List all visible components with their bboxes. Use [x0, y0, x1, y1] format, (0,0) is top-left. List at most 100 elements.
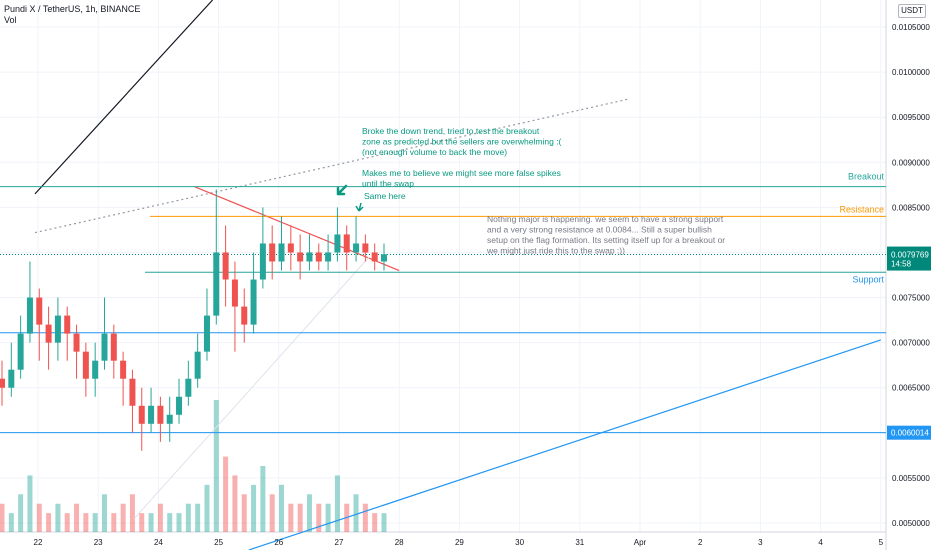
candle-body	[110, 333, 117, 361]
candle-body	[343, 234, 350, 253]
candle-body	[250, 279, 257, 325]
volume-bar	[0, 503, 5, 532]
volume-bar	[381, 513, 387, 532]
annotation-arrow-2	[355, 202, 364, 212]
annotation-arrow-1	[336, 184, 348, 196]
volume-bar	[101, 494, 107, 532]
volume-bar	[362, 503, 368, 532]
annotation-line: Same here	[364, 191, 406, 201]
time-tick-label: 3	[758, 538, 763, 547]
blue-long-trend	[248, 339, 881, 551]
volume-bar	[148, 513, 154, 532]
time-tick-label: 25	[214, 538, 223, 547]
candle-body	[36, 297, 43, 325]
annotation-line: Broke the down trend, tried to test the …	[362, 126, 540, 136]
volume-bar	[232, 475, 238, 532]
volume-bar	[83, 513, 89, 532]
candle-body	[82, 351, 89, 379]
candle-body	[92, 360, 99, 379]
candle-body	[129, 378, 136, 406]
bar-countdown-label: 14:58	[891, 260, 912, 269]
marked-price-badge	[887, 425, 931, 440]
annotation-line: we might just ride this to the swap :))	[486, 246, 625, 256]
candle-body	[185, 378, 192, 397]
annotation-line: zone as predicted but the sellers are ov…	[362, 137, 562, 147]
black-trend	[34, 0, 214, 195]
candle-body	[203, 315, 210, 352]
current-price-badge	[887, 246, 931, 271]
candle-body	[269, 243, 276, 262]
volume-bar	[120, 503, 126, 532]
chart-header: Pundi X / TetherUS, 1h, BINANCE Vol	[4, 4, 140, 26]
candle-body	[120, 360, 127, 379]
candle-body	[381, 254, 387, 262]
symbol-title: Pundi X / TetherUS, 1h, BINANCE	[4, 4, 141, 14]
volume-bar	[353, 494, 359, 532]
price-tick-label: 0.0105000	[892, 23, 930, 32]
volume-bar	[36, 503, 42, 532]
volume-bar	[213, 400, 219, 532]
time-tick-label: 5	[879, 538, 884, 547]
volume-bar	[8, 513, 14, 532]
candle-body	[371, 252, 378, 262]
time-tick-label: 28	[395, 538, 404, 547]
volume-bar	[269, 494, 275, 532]
candle-body	[176, 396, 183, 415]
price-tick-label: 0.0095000	[892, 113, 930, 122]
price-tick-label: 0.0065000	[892, 384, 930, 393]
time-tick-label: 23	[94, 538, 103, 547]
dotted-upper-trend	[34, 98, 629, 234]
volume-bar	[195, 503, 201, 532]
candle-body	[73, 333, 80, 352]
candle-body	[297, 252, 304, 262]
currency-badge[interactable]: USDT	[898, 4, 926, 18]
volume-bar	[279, 484, 285, 532]
candle-body	[0, 378, 5, 388]
candle-body	[54, 315, 61, 343]
volume-bar	[111, 513, 117, 532]
candle-body	[241, 306, 248, 325]
candle-body	[287, 243, 294, 253]
volume-bar	[27, 475, 33, 532]
annotation-line: Nothing major is happening. we seem to h…	[487, 214, 724, 224]
annotation-line: and a very strong resistance at 0.0084..…	[487, 225, 712, 235]
volume-bar	[251, 484, 257, 532]
volume-bar	[241, 494, 247, 532]
volume-bar	[55, 503, 61, 532]
volume-bar	[306, 494, 312, 532]
time-tick-label: 29	[455, 538, 464, 547]
volume-bar	[129, 494, 135, 532]
volume-bar	[74, 503, 80, 532]
time-tick-label: 4	[818, 538, 823, 547]
label-support: Support	[852, 274, 884, 284]
volume-bar	[185, 503, 191, 532]
time-tick-label: 22	[34, 538, 43, 547]
candle-body	[166, 414, 173, 424]
annotation-line: Makes me to believe we might see more fa…	[362, 168, 561, 178]
volume-bar	[64, 513, 70, 532]
volume-bar	[334, 475, 340, 532]
faint-lower-trend	[133, 256, 370, 519]
candle-body	[315, 252, 322, 262]
candle-body	[213, 252, 220, 316]
candle-body	[222, 252, 229, 280]
candle-body	[306, 252, 313, 262]
candle-body	[259, 243, 266, 280]
volume-bar	[176, 513, 182, 532]
volume-bar	[167, 513, 173, 532]
time-tick-label: Apr	[634, 538, 647, 547]
volume-bar	[92, 513, 98, 532]
candle-body	[325, 252, 332, 262]
volume-bar	[297, 503, 303, 532]
candle-body	[17, 333, 24, 370]
annotation-line: until the swap	[362, 179, 414, 189]
candle-body	[334, 234, 341, 253]
volume-bar	[288, 503, 294, 532]
price-tick-label: 0.0070000	[892, 339, 930, 348]
volume-bar	[157, 503, 163, 532]
candle-body	[64, 315, 71, 334]
current-price-label: 0.0079769	[891, 251, 929, 260]
volume-bar	[18, 494, 24, 532]
